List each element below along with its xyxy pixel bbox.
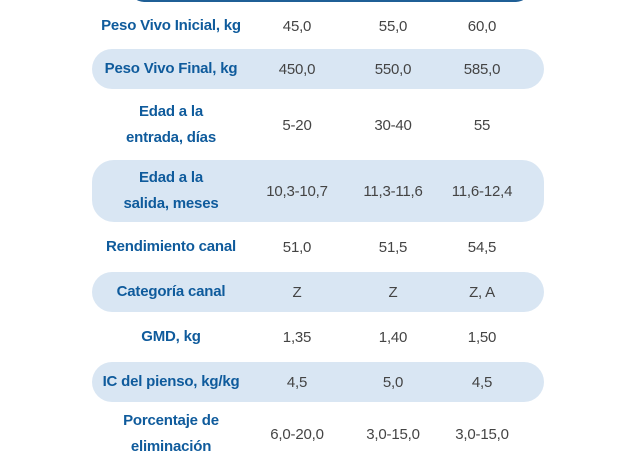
row-label-line: IC del pienso, kg/kg — [102, 373, 240, 390]
row-label: GMD, kg — [92, 324, 250, 350]
table-row-edad-salida: Edad a la salida, meses 10,3-10,7 11,3-1… — [92, 160, 544, 222]
cell-value: 55 — [473, 116, 491, 134]
table-header-band — [130, 0, 530, 2]
cell-value: 6,0-20,0 — [270, 425, 324, 443]
cell-value: Z, A — [469, 283, 495, 301]
cell-value: 45,0 — [282, 17, 312, 35]
cell-value: 5-20 — [282, 116, 312, 134]
cell-value: 550,0 — [374, 60, 412, 78]
table-row-rendimiento-canal: Rendimiento canal 51,0 51,5 54,5 — [92, 223, 544, 271]
table-row-ic-pienso: IC del pienso, kg/kg 4,5 5,0 4,5 — [92, 362, 544, 402]
row-label-line: entrada, días — [126, 129, 216, 146]
row-label: Categoría canal — [92, 279, 250, 305]
cell-value: 4,5 — [286, 373, 308, 391]
row-label: Peso Vivo Final, kg — [92, 56, 250, 82]
row-label: Porcentaje de eliminación — [92, 408, 250, 460]
cell-value: Z — [292, 283, 302, 301]
row-label: Rendimiento canal — [92, 234, 250, 260]
cell-value: 11,3-11,6 — [363, 182, 423, 200]
data-table: Peso Vivo Inicial, kg 45,0 55,0 60,0 Pes… — [92, 4, 544, 464]
row-label-line: Categoría canal — [116, 283, 226, 300]
table-row-peso-vivo-final: Peso Vivo Final, kg 450,0 550,0 585,0 — [92, 49, 544, 89]
cell-value: 55,0 — [378, 17, 408, 35]
row-label-line: Edad a la — [138, 169, 204, 186]
row-label: IC del pienso, kg/kg — [92, 369, 250, 395]
cell-value: 1,50 — [467, 328, 497, 346]
row-label-line: Porcentaje de — [123, 412, 219, 429]
row-label-line: Peso Vivo Final, kg — [104, 60, 238, 77]
cell-value: 51,5 — [378, 238, 408, 256]
row-label-line: GMD, kg — [141, 328, 201, 345]
cell-value: 4,5 — [471, 373, 493, 391]
cell-value: 11,6-12,4 — [451, 182, 513, 200]
cell-value: 30-40 — [374, 116, 412, 134]
cell-value: 585,0 — [463, 60, 501, 78]
table-row-gmd: GMD, kg 1,35 1,40 1,50 — [92, 313, 544, 361]
row-label-line: salida, meses — [123, 195, 219, 212]
row-label: Peso Vivo Inicial, kg — [92, 13, 250, 39]
cell-value: 1,35 — [282, 328, 312, 346]
cell-value: 1,40 — [378, 328, 408, 346]
row-label-line: eliminación — [130, 438, 212, 455]
table-row-categoria-canal: Categoría canal Z Z Z, A — [92, 272, 544, 312]
cell-value: Z — [388, 283, 398, 301]
row-label: Edad a la salida, meses — [92, 165, 250, 217]
row-label-line: Peso Vivo Inicial, kg — [101, 17, 241, 34]
cell-value: 54,5 — [467, 238, 497, 256]
cell-value: 10,3-10,7 — [266, 182, 328, 200]
cell-value: 51,0 — [282, 238, 312, 256]
cell-value: 450,0 — [278, 60, 316, 78]
row-label: Edad a la entrada, días — [92, 99, 250, 151]
cell-value: 60,0 — [467, 17, 497, 35]
table-row-peso-vivo-inicial: Peso Vivo Inicial, kg 45,0 55,0 60,0 — [92, 4, 544, 48]
cell-value: 3,0-15,0 — [366, 425, 420, 443]
cell-value: 5,0 — [382, 373, 404, 391]
cell-value: 3,0-15,0 — [455, 425, 509, 443]
table-row-porcentaje-eliminacion: Porcentaje de eliminación 6,0-20,0 3,0-1… — [92, 404, 544, 464]
row-label-line: Edad a la — [138, 103, 204, 120]
table-row-edad-entrada: Edad a la entrada, días 5-20 30-40 55 — [92, 91, 544, 159]
row-label-line: Rendimiento canal — [106, 238, 236, 255]
